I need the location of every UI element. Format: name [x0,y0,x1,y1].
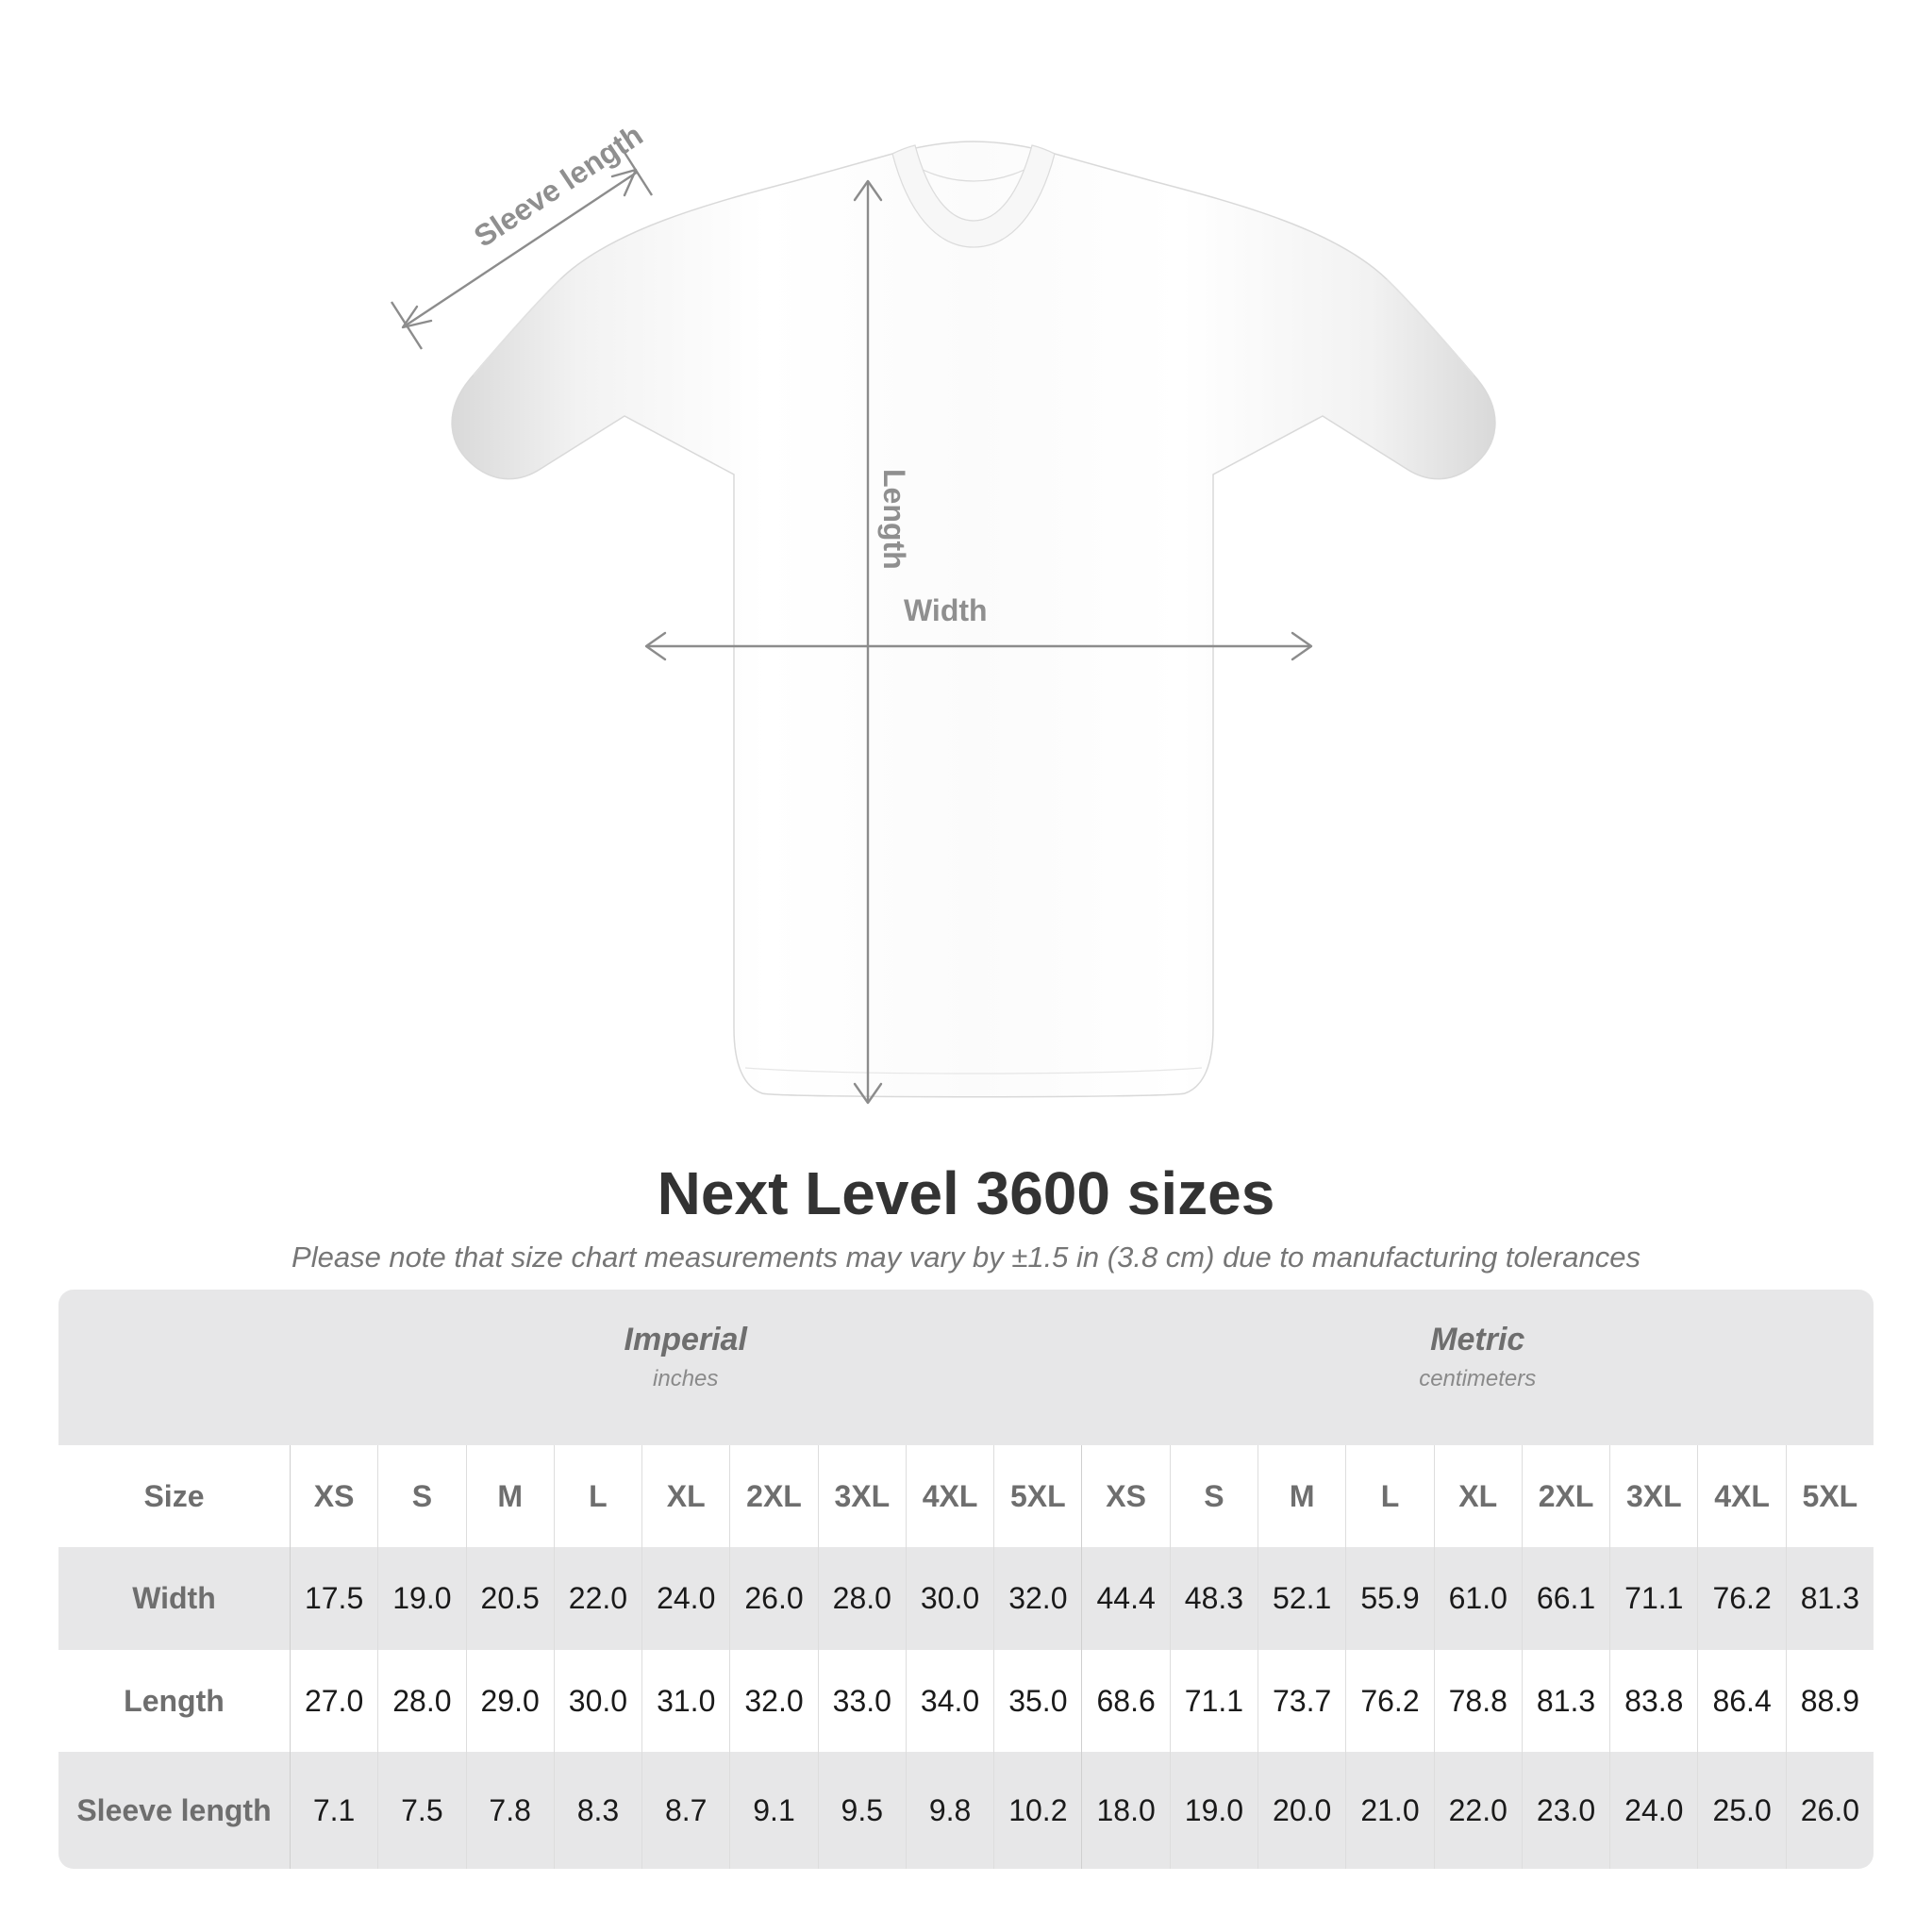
svg-text:Width: Width [904,593,988,627]
svg-text:Sleeve length: Sleeve length [468,118,649,254]
svg-text:Length: Length [877,469,911,570]
